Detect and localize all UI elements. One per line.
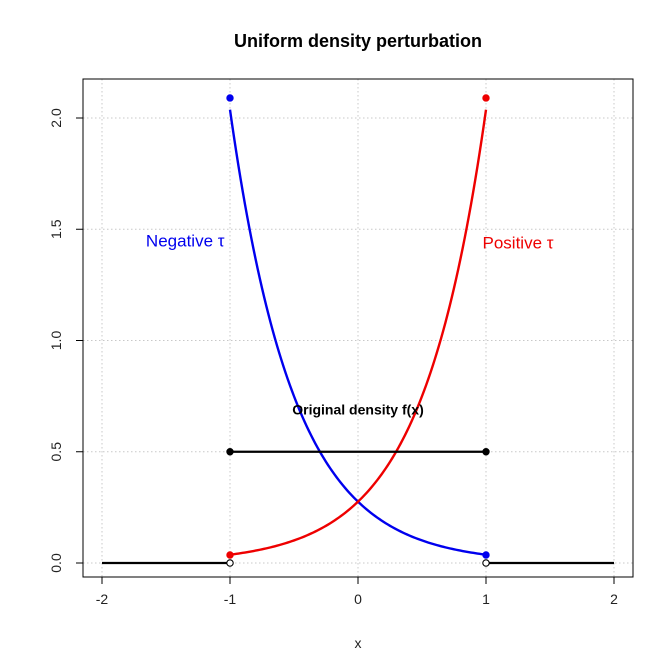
filled-point xyxy=(482,448,490,456)
curves xyxy=(102,109,614,565)
annotation-positive-tau: Positive τ xyxy=(483,234,554,253)
y-tick-label: 0.5 xyxy=(48,442,64,462)
filled-point xyxy=(482,94,490,102)
y-tick-label: 1.5 xyxy=(48,219,64,239)
x-tick-label: 2 xyxy=(610,591,618,607)
x-tick-label: 1 xyxy=(482,591,490,607)
ticks: -2 -1 0 1 2 0.0 0.5 1.0 1.5 2.0 xyxy=(48,108,618,607)
y-tick-label: 2.0 xyxy=(48,108,64,128)
x-tick-label: -1 xyxy=(224,591,237,607)
x-tick-label: 0 xyxy=(354,591,362,607)
y-tick-label: 0.0 xyxy=(48,553,64,573)
annotation-negative-tau: Negative τ xyxy=(146,231,225,250)
x-tick-label: -2 xyxy=(96,591,109,607)
points xyxy=(226,94,490,567)
filled-point xyxy=(226,94,234,102)
open-point xyxy=(482,559,490,567)
plot-frame xyxy=(82,78,634,578)
grid xyxy=(83,79,633,577)
annotation-original-density: Original density f(x) xyxy=(292,401,423,417)
filled-point xyxy=(226,551,234,559)
x-axis-label: x xyxy=(355,635,362,651)
open-point xyxy=(226,559,234,567)
positive-tau-curve xyxy=(229,109,488,556)
chart-title: Uniform density perturbation xyxy=(234,31,482,51)
y-tick-label: 1.0 xyxy=(48,331,64,351)
filled-point xyxy=(482,551,490,559)
filled-point xyxy=(226,448,234,456)
